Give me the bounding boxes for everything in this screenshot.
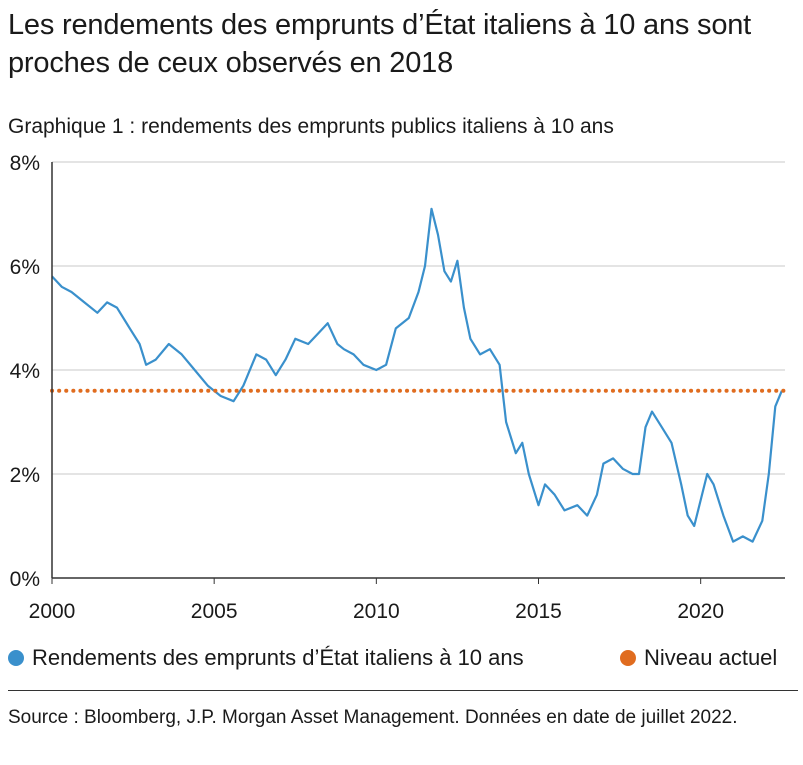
chart-legend: Rendements des emprunts d’État italiens … (8, 645, 803, 675)
y-tick-label: 8% (10, 152, 40, 175)
chart-subtitle: Graphique 1 : rendements des emprunts pu… (8, 115, 614, 138)
legend-item-reference: Niveau actuel (620, 645, 777, 671)
y-tick-label: 2% (10, 464, 40, 487)
chart-title: Les rendements des emprunts d’État itali… (8, 9, 752, 79)
series-line-italian-10y-yield (51, 207, 783, 543)
x-axis-ticks: 2000 2005 2010 2015 2020 (29, 578, 724, 623)
legend-series-label: Rendements des emprunts d’État italiens … (32, 645, 524, 670)
y-axis-ticks: 0% 2% 4% 6% 8% (10, 152, 40, 591)
y-tick-label: 0% (10, 568, 40, 591)
legend-item-series: Rendements des emprunts d’État italiens … (8, 645, 524, 671)
legend-series-marker (8, 650, 24, 666)
divider (8, 690, 798, 691)
grid-lines (52, 161, 785, 475)
y-tick-label: 4% (10, 360, 40, 383)
legend-reference-marker (620, 650, 636, 666)
y-tick-label: 6% (10, 256, 40, 279)
x-tick-label: 2020 (677, 600, 724, 623)
x-tick-label: 2015 (515, 600, 562, 623)
x-tick-label: 2005 (191, 600, 238, 623)
x-tick-label: 2010 (353, 600, 400, 623)
x-tick-label: 2000 (29, 600, 76, 623)
legend-reference-label: Niveau actuel (644, 645, 778, 670)
source-note: Source : Bloomberg, J.P. Morgan Asset Ma… (8, 707, 738, 728)
line-chart: 0% 2% 4% 6% 8% 2000 2005 2010 2015 2020 (10, 152, 787, 623)
